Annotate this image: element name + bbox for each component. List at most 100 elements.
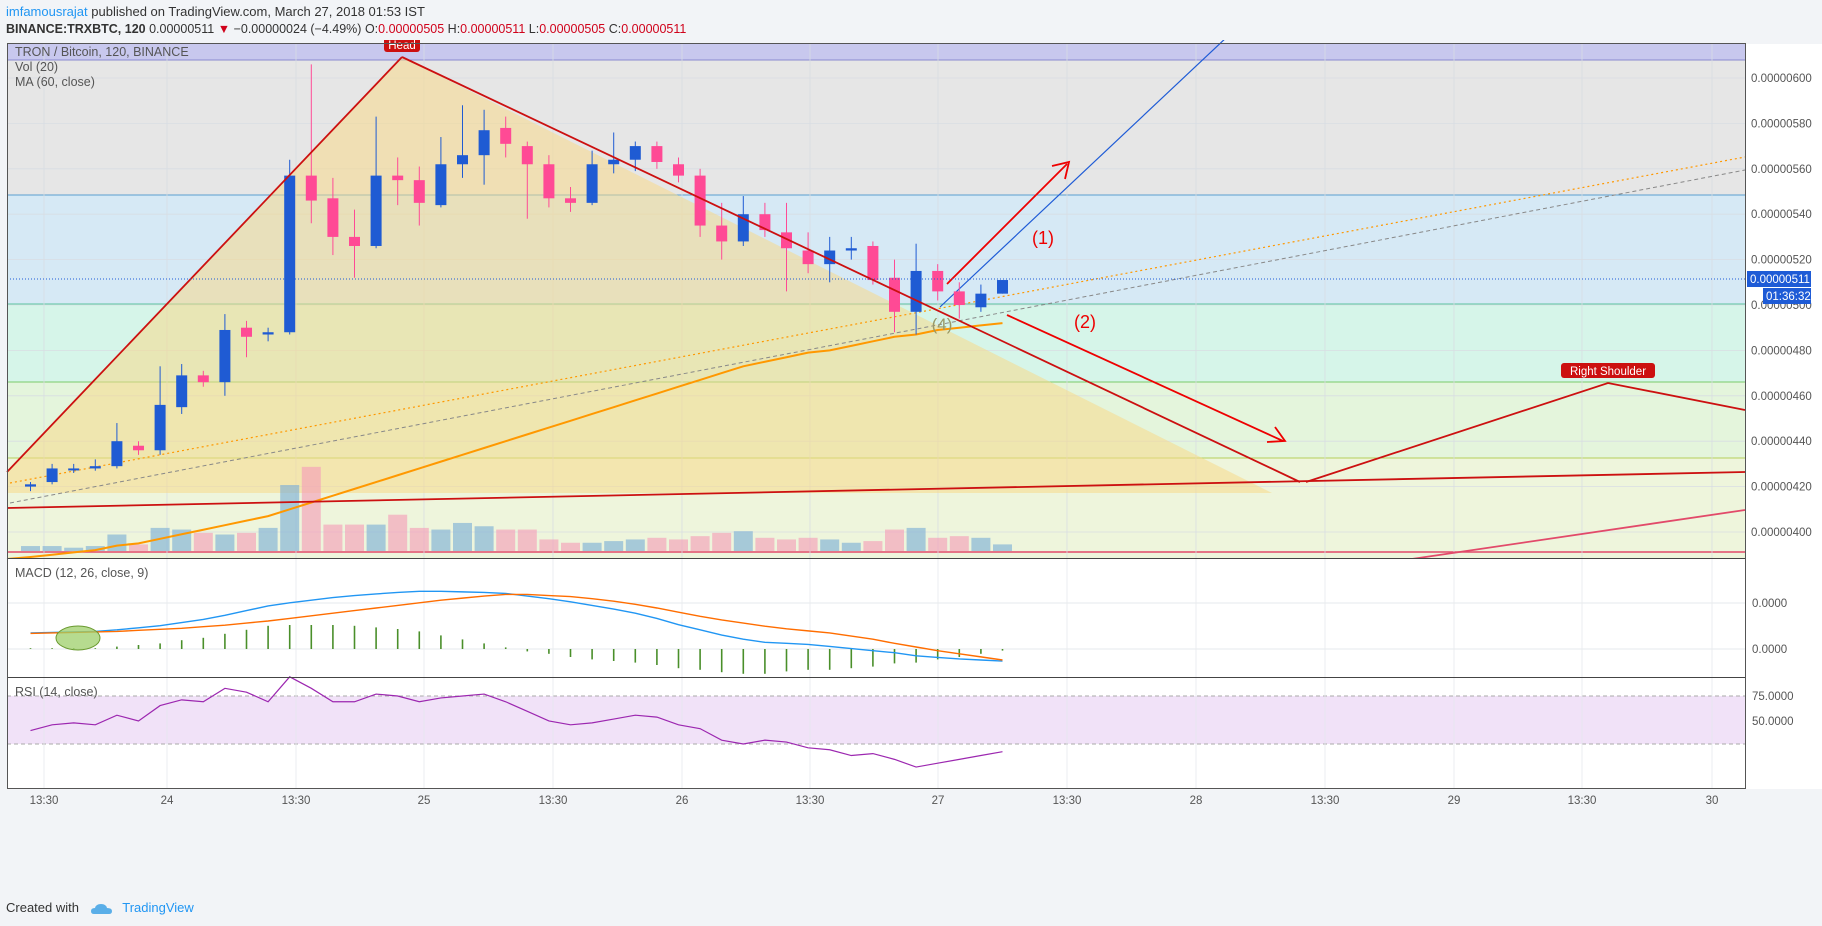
head-label: Head xyxy=(388,40,416,52)
candle-body xyxy=(608,159,620,165)
candle-body xyxy=(197,375,209,383)
symbol-line: BINANCE:TRXBTC, 120 0.00000511 ▼ −0.0000… xyxy=(6,21,686,37)
candles xyxy=(25,64,1008,492)
change-arrow-icon: ▼ xyxy=(217,22,231,36)
fan-line-dashed xyxy=(9,169,1746,504)
volume-bar xyxy=(237,532,256,551)
footer: Created with TradingView xyxy=(6,898,194,918)
candle-body xyxy=(500,127,512,144)
rsi-axis[interactable]: 75.0000 50.0000 xyxy=(1752,691,1794,728)
candle-body xyxy=(133,445,144,451)
head-badge-bg xyxy=(384,40,420,52)
volume-bar xyxy=(561,542,580,551)
macd-tick-label: 0.0000 xyxy=(1752,644,1787,656)
candle-body xyxy=(521,146,533,165)
chart-area[interactable]: Head Right Shoulder (1) (2) (4) 0.000006… xyxy=(0,40,1822,882)
candle-body xyxy=(759,214,771,231)
candle-body xyxy=(802,250,814,265)
symbol-legend[interactable]: TRON / Bitcoin, 120, BINANCE xyxy=(15,45,189,59)
time-tick-label: 24 xyxy=(161,795,174,807)
trend-lines xyxy=(9,40,1746,561)
time-tick-label: 26 xyxy=(676,795,689,807)
candle-body xyxy=(25,484,36,487)
arrow-1-line xyxy=(946,163,1068,285)
candle-body xyxy=(673,164,684,176)
countdown-tag-bg xyxy=(1763,288,1811,304)
candle-body xyxy=(910,270,922,312)
ma-legend[interactable]: MA (60, close) xyxy=(15,75,95,89)
volume-bar xyxy=(409,527,429,551)
volume-bar xyxy=(107,534,127,551)
neckline xyxy=(6,471,1746,509)
candle-body xyxy=(781,232,792,249)
time-tick-label: 13:30 xyxy=(539,795,568,807)
candle-body xyxy=(975,293,987,308)
time-tick-label: 25 xyxy=(418,795,431,807)
price-tick-label: 0.00000580 xyxy=(1751,118,1812,130)
volume-bar xyxy=(431,529,451,551)
candle-body xyxy=(241,327,252,337)
volume-bar xyxy=(906,527,926,551)
volume-bar xyxy=(604,541,624,551)
chart-svg[interactable]: Head Right Shoulder (1) (2) (4) 0.000006… xyxy=(0,40,1822,882)
macd-legend[interactable]: MACD (12, 26, close, 9) xyxy=(15,566,149,580)
head-shoulders-pattern xyxy=(6,56,1746,509)
countdown-tag: 01:36:32 xyxy=(1766,291,1811,303)
candle-body xyxy=(586,164,598,203)
time-tick-label: 29 xyxy=(1448,795,1461,807)
arrow-2-head xyxy=(1266,426,1287,443)
time-axis[interactable]: 13:30 24 13:30 25 13:30 26 13:30 27 13:30 28 13:30… xyxy=(30,795,1719,807)
high-label: H: xyxy=(447,22,461,36)
volume-bar xyxy=(777,539,796,551)
time-tick-label: 13:30 xyxy=(1311,795,1340,807)
lower-trend-pink xyxy=(1404,509,1746,561)
time-tick-label: 13:30 xyxy=(1053,795,1082,807)
volume-bar xyxy=(366,524,386,551)
volume-bar xyxy=(85,546,105,551)
volume-bar xyxy=(971,537,991,551)
left-shoulder-to-head xyxy=(6,56,403,473)
candle-body xyxy=(305,175,317,201)
volume-bar xyxy=(42,546,62,551)
candle-body xyxy=(824,250,836,265)
price-tick-label: 0.00000480 xyxy=(1751,345,1812,357)
volume-bar xyxy=(453,522,472,551)
price-axis[interactable]: 0.00000600 0.00000580 0.00000560 0.00000540… xyxy=(1751,73,1812,539)
target-line-blue xyxy=(939,40,1225,308)
author-link[interactable]: imfamousrajat xyxy=(6,4,88,19)
symbol-label: BINANCE:TRXBTC, 120 xyxy=(6,22,146,36)
candle-body xyxy=(629,146,641,160)
last-price-tag: 0.00000511 xyxy=(1750,274,1810,286)
volume-bar xyxy=(798,537,818,551)
rsi-legend[interactable]: RSI (14, close) xyxy=(15,685,98,699)
rsi-band xyxy=(7,696,1745,744)
band-top xyxy=(7,44,1745,60)
candle-body xyxy=(89,466,101,469)
candle-body xyxy=(413,180,425,203)
volume-bar xyxy=(517,529,537,551)
macd-series xyxy=(29,590,1004,674)
right-shoulder-line xyxy=(1305,382,1746,483)
time-tick-label: 27 xyxy=(932,795,945,807)
volume-bar xyxy=(215,534,235,551)
volume-bar xyxy=(539,539,559,551)
volume-bar xyxy=(496,529,516,551)
time-tick-label: 13:30 xyxy=(282,795,311,807)
price-tick-label: 0.00000600 xyxy=(1751,73,1812,85)
volume-bar xyxy=(690,536,710,551)
volume-bar xyxy=(647,537,667,551)
last-price: 0.00000511 xyxy=(149,22,215,36)
volume-bar xyxy=(129,544,148,551)
price-axis-bg xyxy=(1746,44,1822,789)
price-tick-label: 0.00000560 xyxy=(1751,164,1812,176)
volume-legend[interactable]: Vol (20) xyxy=(15,60,59,74)
candle-body xyxy=(716,225,728,242)
rsi-series xyxy=(30,676,1713,788)
low-value: 0.00000505 xyxy=(539,22,606,36)
candle-body xyxy=(435,164,447,206)
price-tick-label: 0.00000540 xyxy=(1751,209,1812,221)
published-text: published on TradingView.com, March 27, … xyxy=(91,4,425,19)
candle-body xyxy=(997,280,1008,294)
macd-axis[interactable]: 0.0000 0.0000 xyxy=(1752,598,1787,656)
tradingview-link[interactable]: TradingView xyxy=(122,900,194,915)
